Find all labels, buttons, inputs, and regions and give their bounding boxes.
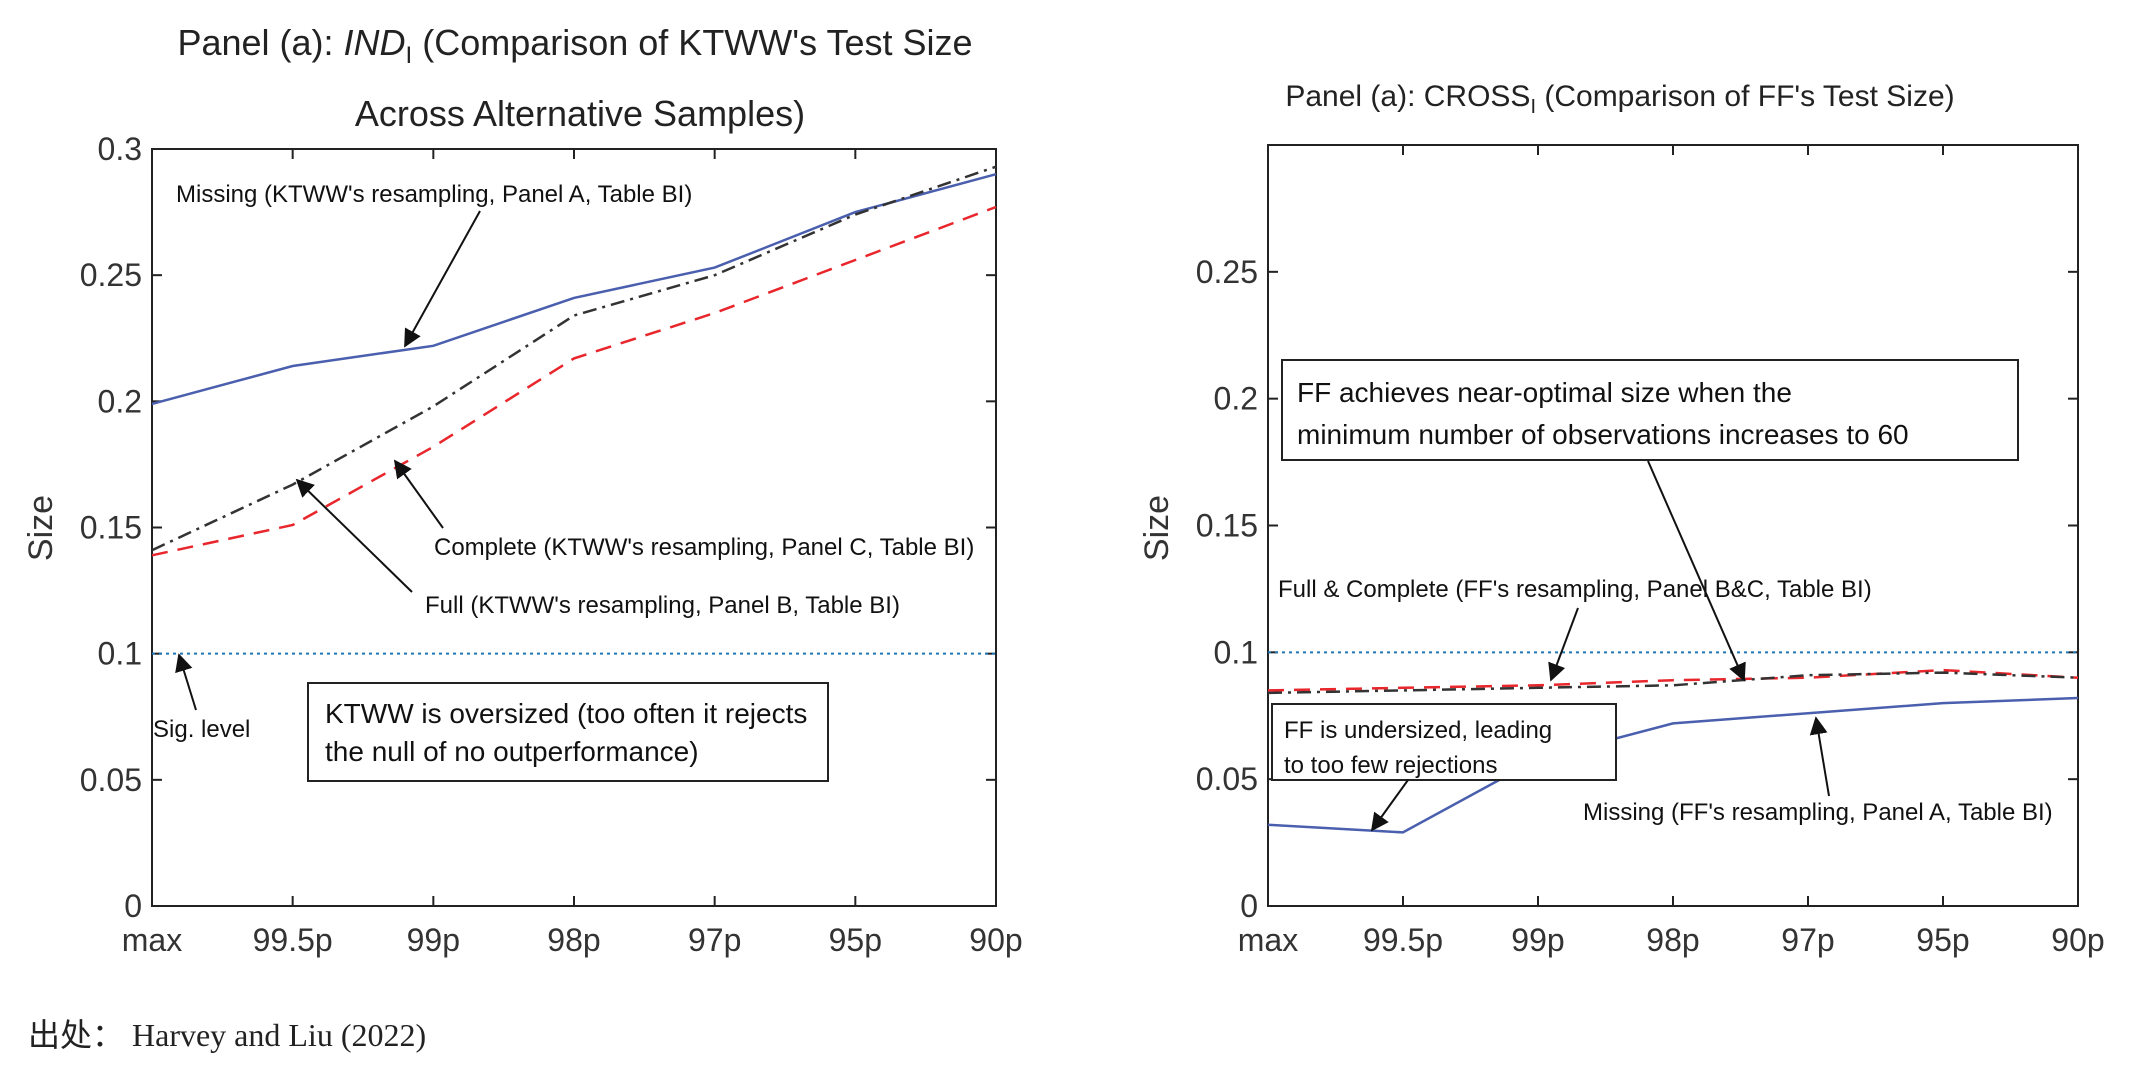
l-xtick-label: 98p xyxy=(547,922,600,958)
r-xtick-label: max xyxy=(1238,922,1298,958)
right-callout-bottom-line2: to too few rejections xyxy=(1284,752,1497,779)
l-ytick-label: 0.2 xyxy=(98,383,142,419)
r-ytick-label: 0.1 xyxy=(1214,634,1258,670)
l-xtick-label: 99.5p xyxy=(253,922,333,958)
r-ytick-label: 0.2 xyxy=(1214,381,1258,417)
right-ann-full-complete: Full & Complete (FF's resampling, Panel … xyxy=(1278,576,1872,603)
l-ytick-label: 0.3 xyxy=(98,131,142,167)
r-xtick-label: 90p xyxy=(2051,922,2104,958)
r-ytick-label: 0.05 xyxy=(1196,761,1258,797)
left-callout-line2: the null of no outperformance) xyxy=(325,736,699,767)
r-xtick-label: 99.5p xyxy=(1363,922,1443,958)
left-title-line2: Across Alternative Samples) xyxy=(355,93,805,134)
left-ann-missing: Missing (KTWW's resampling, Panel A, Tab… xyxy=(176,181,692,208)
left-arrow-sig xyxy=(175,653,197,711)
left-callout-box xyxy=(307,682,829,782)
right-title: Panel (a): CROSSI (Comparison of FF's Te… xyxy=(1285,80,1954,118)
r-series-complete-line xyxy=(1267,668,2079,692)
right-callout-bottom-line1: FF is undersized, leading xyxy=(1284,717,1552,744)
r-series-full-line xyxy=(1267,671,2079,695)
r-xtick-label: 95p xyxy=(1916,922,1969,958)
l-xtick-label: max xyxy=(122,922,182,958)
left-series xyxy=(151,165,997,557)
r-xtick-label: 98p xyxy=(1646,922,1699,958)
right-callout-box-bottom xyxy=(1271,703,1617,781)
right-chart: Panel (a): CROSSI (Comparison of FF's Te… xyxy=(1138,80,2105,958)
right-callout-box-top xyxy=(1281,359,2019,461)
l-series-missing-line xyxy=(151,172,997,406)
l-ytick-label: 0 xyxy=(124,888,142,924)
right-arrow-top-callout xyxy=(1647,460,1746,682)
r-ytick-label: 0 xyxy=(1240,888,1258,924)
r-ytick-label: 0.25 xyxy=(1196,254,1258,290)
left-title-line1: Panel (a): INDI (Comparison of KTWW's Te… xyxy=(177,22,972,69)
right-x-ticks: max 99.5p 99p 98p 97p 95p 90p xyxy=(1238,145,2105,958)
l-xtick-label: 97p xyxy=(688,922,741,958)
l-xtick-label: 99p xyxy=(407,922,460,958)
right-y-axis-label: Size xyxy=(1138,495,1176,561)
right-arrow-full-complete xyxy=(1548,607,1579,682)
r-ytick-label: 0.15 xyxy=(1196,508,1258,544)
right-arrow-bottom-callout xyxy=(1370,779,1409,832)
r-xtick-label: 97p xyxy=(1781,922,1834,958)
left-arrow-complete xyxy=(393,459,444,529)
left-callout-line1: KTWW is oversized (too often it rejects xyxy=(325,698,807,729)
left-y-axis-label: Size xyxy=(22,495,60,561)
right-arrow-missing xyxy=(1809,716,1830,797)
r-xtick-label: 99p xyxy=(1511,922,1564,958)
l-series-full-line xyxy=(151,165,997,552)
l-ytick-label: 0.05 xyxy=(80,762,142,798)
source-caption: 出处： Harvey and Liu (2022) xyxy=(28,1017,427,1053)
right-y-ticks: 0 0.05 0.1 0.15 0.2 0.25 xyxy=(1196,254,2078,924)
l-series-complete-line xyxy=(151,205,997,557)
left-chart: Panel (a): INDI (Comparison of KTWW's Te… xyxy=(22,22,1023,958)
right-callout-top-line1: FF achieves near-optimal size when the xyxy=(1297,377,1792,408)
l-xtick-label: 95p xyxy=(829,922,882,958)
right-callout-top-line2: minimum number of observations increases… xyxy=(1297,419,1909,450)
left-arrow-missing xyxy=(404,210,481,348)
left-ann-full: Full (KTWW's resampling, Panel B, Table … xyxy=(425,592,900,619)
left-y-ticks: 0 0.05 0.1 0.15 0.2 0.25 0.3 xyxy=(80,131,996,924)
l-ytick-label: 0.25 xyxy=(80,257,142,293)
left-plot-area xyxy=(151,148,997,907)
left-ann-complete: Complete (KTWW's resampling, Panel C, Ta… xyxy=(434,534,974,561)
l-ytick-label: 0.1 xyxy=(98,636,142,672)
right-plot-area xyxy=(1267,144,2079,907)
left-arrow-full xyxy=(295,478,413,593)
r-series-missing-line xyxy=(1267,696,2079,834)
l-ytick-label: 0.15 xyxy=(80,510,142,546)
right-ann-missing: Missing (FF's resampling, Panel A, Table… xyxy=(1583,799,2053,826)
l-xtick-label: 90p xyxy=(969,922,1022,958)
left-ann-sig: Sig. level xyxy=(153,716,250,743)
left-x-ticks: max 99.5p 99p 98p 97p 95p 90p xyxy=(122,149,1023,958)
